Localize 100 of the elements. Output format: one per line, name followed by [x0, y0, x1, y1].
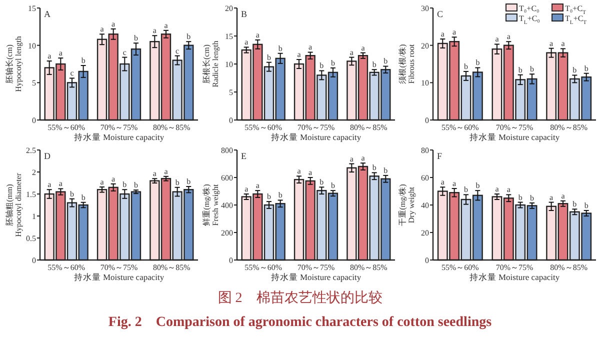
data-label: b — [530, 193, 534, 202]
x-tick-label: 70%～75% — [496, 263, 534, 272]
data-label: b — [584, 201, 588, 210]
x-tick-label: 80%～85% — [350, 123, 388, 132]
data-label: b — [584, 64, 588, 73]
x-tick-label: 70%～75% — [297, 263, 335, 272]
legend-label: T₀+C₀ — [519, 4, 540, 13]
data-label: a — [112, 174, 116, 184]
y-tick-label: 1 — [32, 212, 36, 221]
data-label: a — [361, 154, 366, 163]
y-tick-label: 0 — [425, 116, 429, 125]
data-label: a — [308, 42, 313, 52]
x-tick-label: 80%～85% — [153, 263, 191, 272]
y-tick-label: 400 — [221, 201, 233, 210]
x-tick-label: 55%～60% — [442, 123, 480, 132]
x-tick-label: 55%～60% — [244, 123, 282, 132]
data-label: b — [464, 185, 468, 194]
y-tick-label: 60 — [421, 174, 429, 182]
y-tick-label: 600 — [221, 174, 233, 182]
y-tick-label: 0 — [32, 116, 36, 125]
data-label: a — [308, 168, 313, 177]
y-tick-label: 0 — [32, 256, 36, 265]
data-label: b — [278, 190, 282, 200]
data-label: a — [100, 24, 104, 34]
data-label: b — [372, 60, 376, 70]
data-label: a — [550, 38, 554, 48]
data-label: a — [506, 32, 511, 42]
data-label: b — [464, 62, 468, 71]
x-axis-title: 持水量 Moisture capacity — [270, 272, 362, 282]
data-label: b — [122, 180, 127, 190]
chart-title: A — [44, 9, 51, 19]
data-label: a — [506, 185, 511, 194]
y-axis-title: 胚轴粗(mm) Hypocotyl diameter — [5, 172, 23, 237]
legend-label: T$_{L}$+C₀ — [519, 14, 540, 26]
data-label: a — [48, 180, 52, 190]
data-label: a — [112, 19, 116, 28]
data-label: b — [278, 44, 282, 53]
y-axis-title: 胚轴长(cm) Hypocotyl length — [5, 36, 23, 92]
y-tick-label: 0.5 — [26, 234, 36, 243]
data-label: a — [495, 34, 500, 44]
data-label: a — [58, 179, 63, 188]
x-tick-label: 80%～85% — [153, 123, 191, 132]
y-tick-label: 20 — [421, 41, 429, 50]
x-tick-label: 55%～60% — [442, 263, 480, 272]
y-tick-label: 80 — [421, 146, 429, 155]
y-tick-label: 0 — [425, 256, 429, 265]
data-label: b — [330, 58, 335, 68]
data-label: a — [561, 191, 566, 200]
y-tick-label: 2.5 — [26, 146, 36, 155]
data-label: a — [350, 48, 354, 57]
data-label: b — [518, 192, 522, 202]
x-tick-label: 80%～85% — [550, 263, 588, 272]
y-tick-label: 40 — [421, 201, 429, 210]
data-label: a — [361, 43, 366, 52]
x-tick-label: 55%～60% — [48, 123, 86, 132]
y-tick-label: 10 — [421, 78, 429, 88]
x-tick-label: 55%～60% — [244, 263, 282, 272]
data-label: a — [350, 154, 354, 164]
data-label: c — [176, 46, 180, 56]
data-label: b — [384, 166, 388, 175]
y-tick-label: 2 — [32, 168, 36, 177]
y-tick-label: 5 — [229, 88, 233, 97]
data-label: b — [330, 181, 335, 190]
y-axis-title: 须根(根/株) Fibrous root — [398, 44, 416, 84]
x-axis-title: 持水量 Moisture capacity — [74, 132, 165, 142]
x-tick-label: 70%～75% — [100, 123, 138, 132]
chart-title: B — [241, 9, 248, 19]
data-label: b — [186, 32, 191, 42]
chart-title: C — [437, 9, 444, 19]
data-label: b — [320, 61, 324, 70]
y-axis-title: 干重(mg/株) Dry weight — [398, 184, 416, 226]
data-label: c — [122, 48, 127, 57]
data-label: b — [372, 163, 376, 172]
data-label: a — [244, 184, 249, 194]
data-label: b — [266, 192, 271, 202]
data-label: a — [297, 50, 302, 60]
x-tick-label: 70%～75% — [100, 263, 138, 272]
data-label: b — [134, 34, 138, 43]
x-tick-label: 80%～85% — [350, 263, 388, 272]
data-label: b — [320, 178, 324, 187]
data-label: a — [256, 181, 260, 190]
data-label: a — [164, 166, 168, 176]
x-tick-label: 70%～75% — [496, 123, 534, 132]
data-label: a — [440, 29, 445, 38]
data-label: b — [81, 56, 86, 65]
data-label: a — [164, 20, 168, 30]
data-label: b — [175, 178, 180, 187]
caption: 图 2 棉苗农艺性状的比较 — [218, 290, 382, 306]
y-tick-label: 200 — [221, 228, 233, 238]
data-label: b — [572, 66, 577, 75]
chart-title: E — [241, 151, 247, 161]
data-label: a — [244, 38, 249, 47]
chart-title: D — [44, 151, 51, 161]
data-label: b — [530, 64, 534, 74]
y-axis-title: 胚根长(cm) Radicle length — [202, 40, 220, 88]
y-tick-label: 5 — [32, 78, 36, 88]
data-label: a — [440, 178, 445, 187]
data-label: a — [297, 166, 302, 176]
data-label: b — [384, 56, 388, 66]
data-label: a — [58, 48, 63, 58]
